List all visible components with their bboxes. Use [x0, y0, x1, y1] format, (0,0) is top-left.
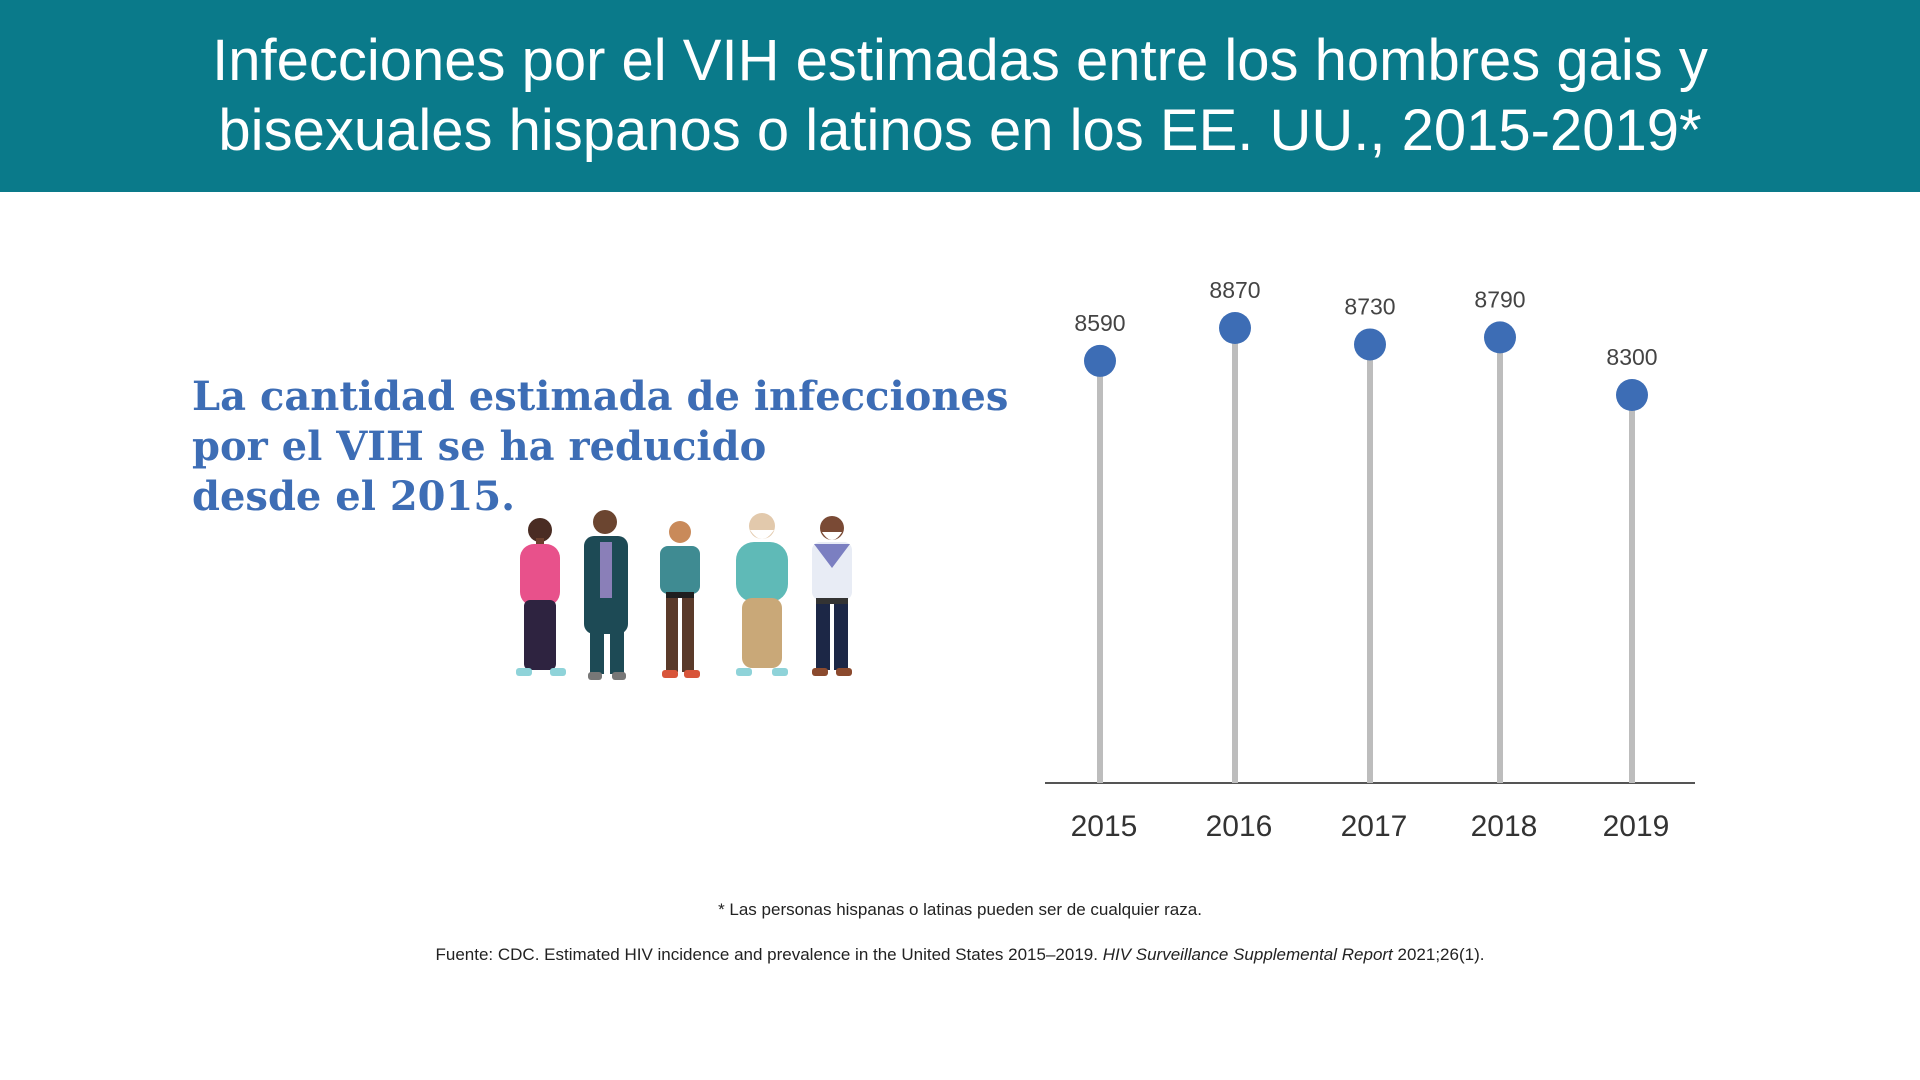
source-text: Fuente: CDC. Estimated HIV incidence and… [435, 945, 1103, 964]
x-tick-label-2018: 2018 [1471, 810, 1538, 843]
page-title-line-2: bisexuales hispanos o latinos en los EE.… [218, 98, 1702, 163]
person-illustration-4 [736, 513, 788, 676]
data-point-2017 [1354, 328, 1386, 361]
source-report-title: HIV Surveillance Supplemental Report [1102, 945, 1393, 964]
key-message: La cantidad estimada de infecciones por … [192, 372, 1008, 522]
key-message-line-1: La cantidad estimada de infecciones [192, 373, 1009, 420]
data-label-2019: 8300 [1606, 344, 1657, 370]
data-point-2018 [1484, 321, 1516, 354]
x-tick-label-2017: 2017 [1341, 810, 1408, 843]
person-illustration-2 [584, 510, 628, 680]
group-of-men-illustration [516, 510, 852, 680]
data-point-2019 [1616, 379, 1648, 411]
x-tick-label-2016: 2016 [1206, 810, 1273, 843]
data-label-2017: 8730 [1344, 293, 1395, 319]
race-footnote: * Las personas hispanas o latinas pueden… [718, 900, 1202, 919]
data-point-2015 [1084, 344, 1116, 377]
key-message-line-3: desde el 2015. [192, 473, 516, 520]
source-citation: Fuente: CDC. Estimated HIV incidence and… [0, 945, 1920, 965]
header-banner: Infecciones por el VIH estimadas entre l… [0, 0, 1920, 192]
data-label-2015: 8590 [1074, 310, 1125, 336]
source-volume: 2021;26(1). [1392, 945, 1485, 964]
key-message-line-2: por el VIH se ha reducido [192, 423, 767, 470]
x-tick-label-2015: 2015 [1071, 810, 1138, 843]
person-illustration-1 [516, 518, 566, 676]
person-illustration-5 [812, 516, 852, 676]
data-label-2016: 8870 [1209, 277, 1260, 303]
person-illustration-3 [660, 521, 700, 678]
data-label-2018: 8790 [1474, 286, 1525, 312]
data-point-2016 [1219, 312, 1251, 344]
x-tick-label-2019: 2019 [1603, 810, 1670, 843]
hiv-infections-lollipop-chart: 8590 2015 8870 2016 8730 2017 8790 2018 8300 2019 [1045, 277, 1695, 843]
page-title-line-1: Infecciones por el VIH estimadas entre l… [212, 28, 1708, 93]
